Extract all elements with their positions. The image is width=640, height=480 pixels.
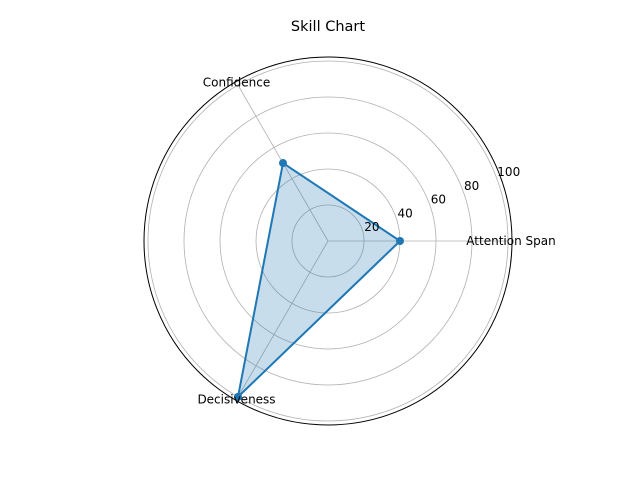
series-line-1: [237, 162, 401, 398]
radial-tick-label-100: 100: [497, 165, 520, 179]
radial-tick-label-40: 40: [398, 206, 413, 220]
radial-tick-label-60: 60: [431, 193, 446, 207]
spoke-3: [237, 240, 329, 398]
polar-frame: [143, 56, 513, 426]
category-label-3: Decisiveness: [197, 392, 275, 406]
polar-grid: [143, 56, 513, 426]
data-point-2: [279, 159, 287, 168]
label-layer: Attention Span Confidence Decisiveness 20 40…: [197, 76, 555, 407]
series-fill-1: [238, 163, 400, 397]
data-point-1: [396, 237, 404, 245]
data-point-3: [234, 392, 242, 401]
category-label-1: Attention Span: [466, 234, 555, 248]
radial-tick-label-80: 80: [464, 179, 479, 193]
category-label-2: Confidence: [203, 76, 270, 90]
series-layer: [234, 159, 404, 401]
radial-tick-label-20: 20: [364, 220, 379, 234]
chart-title: Skill Chart: [291, 19, 365, 35]
